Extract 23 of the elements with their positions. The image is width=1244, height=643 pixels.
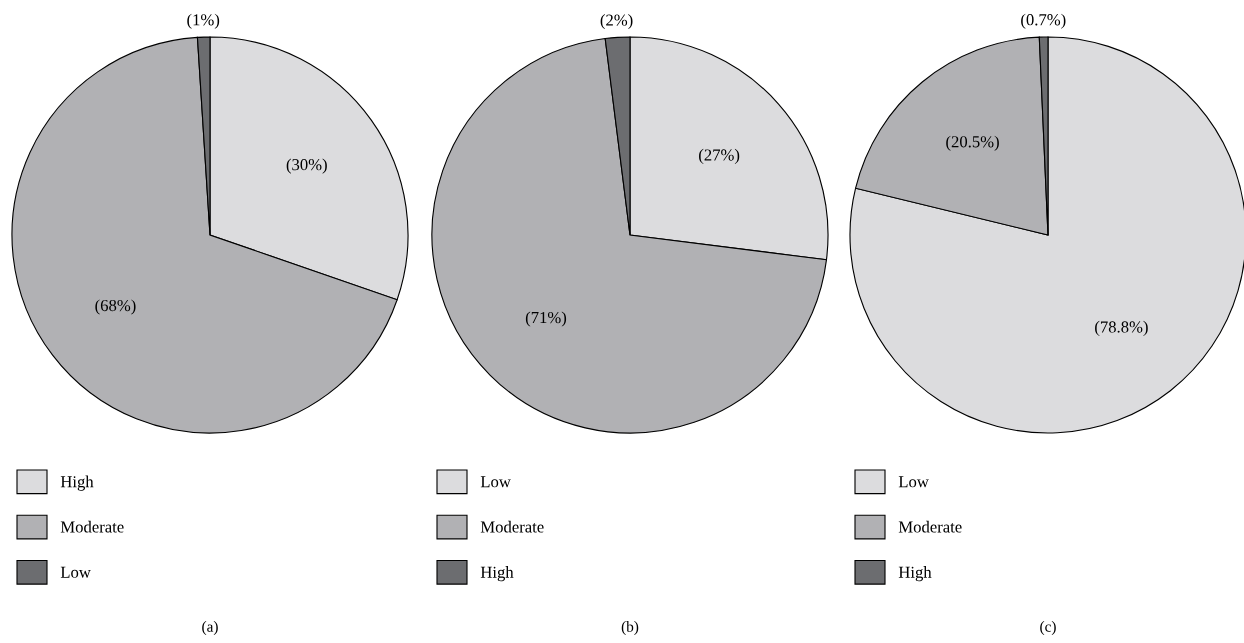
legend-label: High bbox=[898, 566, 932, 582]
data-label: (68%) bbox=[95, 299, 136, 315]
legend-label: Low bbox=[480, 476, 511, 488]
text: (a) bbox=[202, 621, 218, 635]
data-label: (27%) bbox=[699, 148, 740, 164]
data-label: (20.5%) bbox=[946, 135, 999, 151]
text: (b) bbox=[621, 621, 639, 635]
legend-label: Low bbox=[60, 566, 91, 578]
data-label: (1%) bbox=[187, 13, 220, 29]
data-label: (30%) bbox=[286, 158, 327, 174]
legend-label: Low bbox=[898, 476, 929, 488]
legend-label: Moderate bbox=[60, 520, 124, 533]
legend-label: High bbox=[60, 475, 94, 491]
data-label: (71%) bbox=[525, 311, 567, 327]
data-label: (2%) bbox=[600, 14, 633, 30]
data-label: (78.8%) bbox=[1095, 320, 1148, 336]
legend-label: Moderate bbox=[898, 520, 962, 533]
text: (c) bbox=[1040, 621, 1056, 635]
pie-slice bbox=[431, 37, 828, 434]
data-label: (0.7%) bbox=[1021, 13, 1066, 29]
legend-label: High bbox=[480, 566, 514, 582]
legend-label: Moderate bbox=[480, 520, 544, 533]
pie-slice bbox=[849, 36, 1244, 434]
